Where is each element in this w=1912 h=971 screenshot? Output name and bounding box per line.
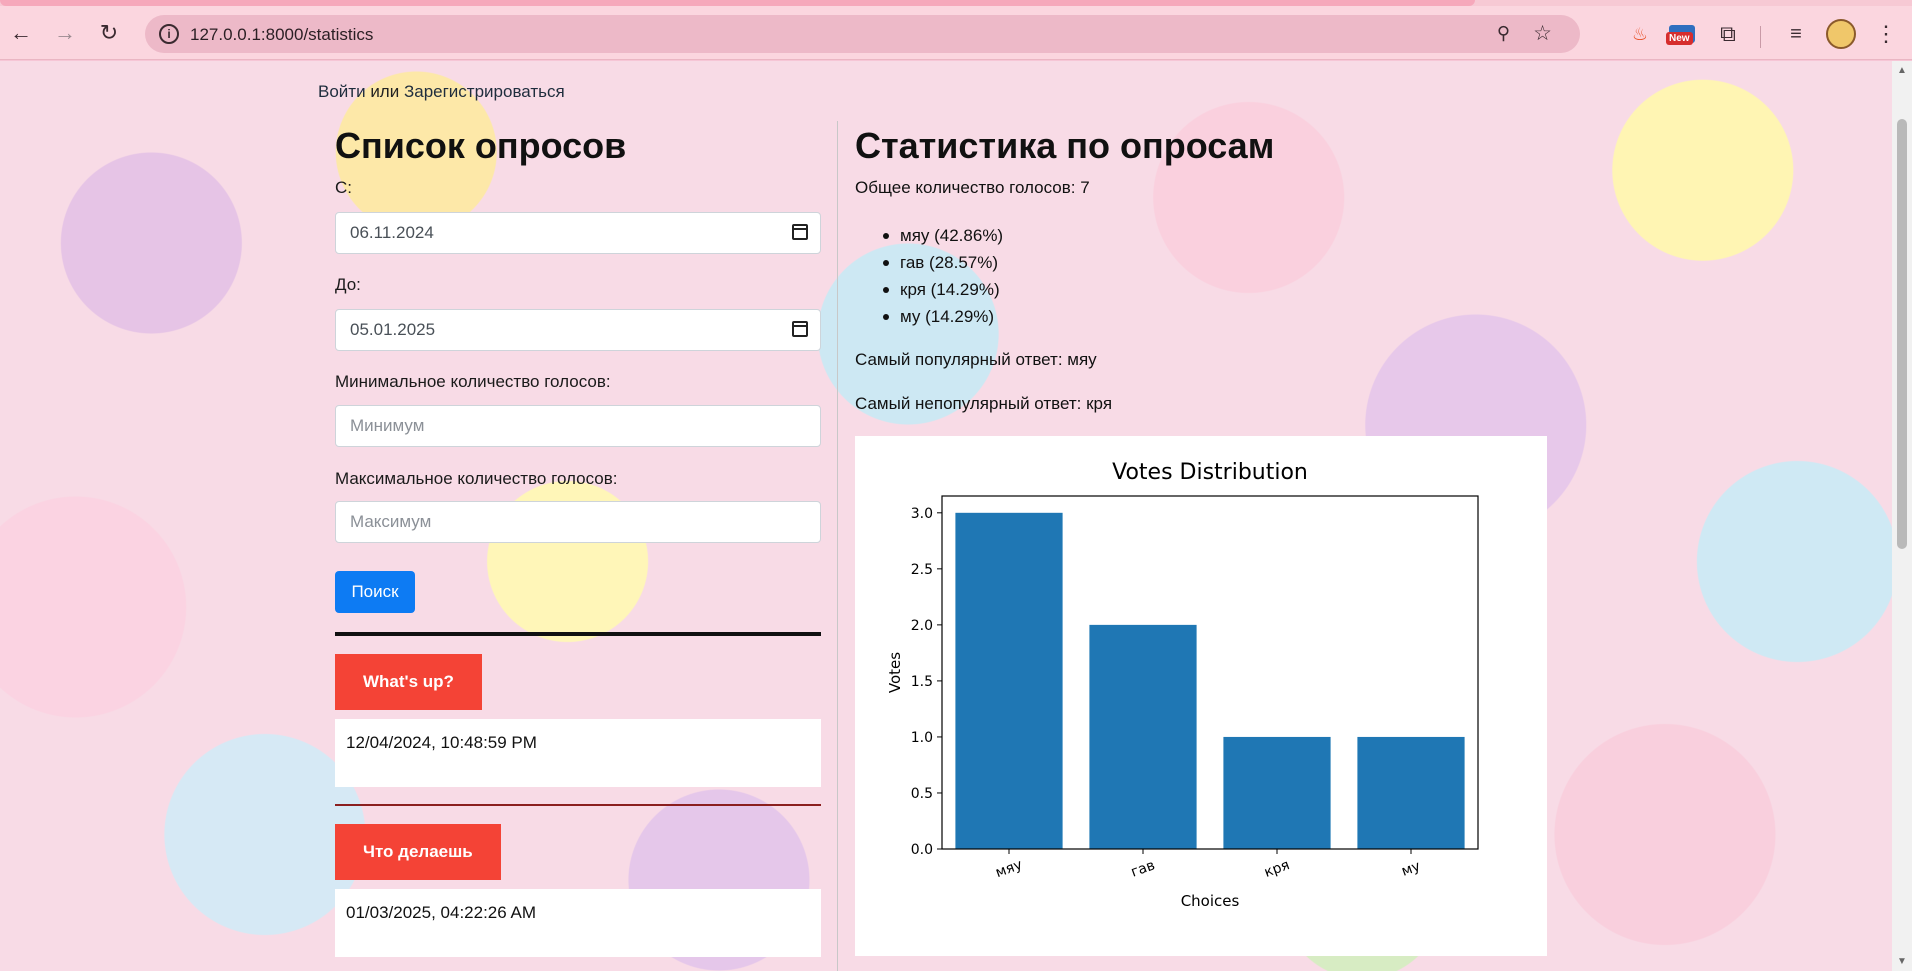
plot-frame [941,495,1479,850]
back-icon[interactable]: ← [10,20,32,45]
total-votes: Общее количество голосов: 7 [855,178,1090,197]
min-votes-input[interactable]: Минимум [335,405,821,447]
max-votes-placeholder: Максимум [350,512,432,531]
browser-toolbar: ← → ↻ i 127.0.0.1:8000/statistics ⚲ ☆ ♨ … [0,6,1912,60]
chart-bar [955,512,1063,849]
media-queue-icon[interactable]: ≡ [1790,22,1802,45]
new-badge: New [1666,32,1693,45]
bookmark-star-icon[interactable]: ☆ [1533,22,1552,45]
y-tick-label: 3.0 [911,506,933,522]
poll-title-button[interactable]: What's up? [335,654,482,710]
site-info-icon[interactable]: i [159,24,179,44]
y-tick-label: 1.5 [911,674,933,690]
section-divider [335,632,821,636]
auth-links: Войти или Зарегистрироваться [318,82,565,102]
y-tick-label: 2.0 [911,618,933,634]
y-tick-label: 0.0 [911,842,933,858]
or-text: или [370,82,400,101]
scroll-up-icon[interactable]: ▲ [1897,65,1907,76]
x-tick-label: гав [1129,857,1157,880]
votes-chart: Votes Distribution мяу гав кря му 0.0 0.5 1.0 1.… [855,436,1547,956]
url-text[interactable]: 127.0.0.1:8000/statistics [190,25,374,44]
x-axis-label: Choices [1181,892,1240,910]
chart-bar [1357,736,1465,849]
max-votes-label: Максимальное количество голосов: [335,469,618,488]
poll-card: 01/03/2025, 04:22:26 AM [335,889,821,957]
register-link[interactable]: Зарегистрироваться [403,82,565,101]
scroll-down-icon[interactable]: ▼ [1897,956,1907,967]
chart-title: Votes Distribution [1112,460,1308,485]
scrollbar[interactable]: ▲ ▼ [1892,61,1912,971]
polls-list-title: Список опросов [335,125,627,166]
kebab-menu-icon[interactable]: ⋮ [1875,21,1897,46]
list-item: му (14.29%) [880,303,1003,330]
tab-strip [0,0,1912,6]
extensions-puzzle-icon[interactable]: ⧉ [1720,21,1736,46]
chart-bar [1089,624,1197,849]
forward-icon[interactable]: → [54,20,76,45]
page-viewport: ▔ Войти или Зарегистрироваться Список оп… [0,61,1892,971]
site-title-cropped: ▔ [336,101,361,111]
toolbar-divider [1760,26,1761,48]
stats-title: Статистика по опросам [855,125,1275,166]
profile-avatar[interactable] [1826,19,1856,49]
min-votes-placeholder: Минимум [350,416,425,435]
y-tick-label: 1.0 [911,730,933,746]
address-bar[interactable]: i 127.0.0.1:8000/statistics ⚲ ☆ [145,15,1580,53]
list-item: мяу (42.86%) [880,222,1003,249]
x-tick-label: кря [1262,857,1292,881]
from-date-input[interactable]: 06.11.2024 [335,212,821,254]
list-item: гав (28.57%) [880,249,1003,276]
least-popular-answer: Самый непопулярный ответ: кря [855,394,1113,413]
poll-date: 01/03/2025, 04:22:26 AM [346,903,536,922]
calendar-icon[interactable] [792,321,808,337]
scrollbar-thumb[interactable] [1897,119,1907,549]
chart-bar [1223,736,1331,849]
max-votes-input[interactable]: Максимум [335,501,821,543]
to-label: До: [335,275,361,294]
from-date-value: 06.11.2024 [350,223,434,242]
active-tab[interactable] [0,0,1475,6]
zoom-icon[interactable]: ⚲ [1496,23,1510,43]
y-axis-label: Votes [886,652,904,693]
to-date-value: 05.01.2025 [350,320,436,339]
poll-card: 12/04/2024, 10:48:59 PM [335,719,821,787]
min-votes-label: Минимальное количество голосов: [335,372,611,391]
fire-extension-icon[interactable]: ♨ [1631,23,1649,44]
calendar-icon[interactable] [792,224,808,240]
new-extension-icon[interactable]: New [1666,20,1696,48]
choice-percent-list: мяу (42.86%) гав (28.57%) кря (14.29%) м… [880,222,1003,330]
to-date-input[interactable]: 05.01.2025 [335,309,821,351]
poll-title-button[interactable]: Что делаешь [335,824,501,880]
login-link[interactable]: Войти [318,82,366,101]
y-tick-label: 0.5 [911,786,933,802]
poll-date: 12/04/2024, 10:48:59 PM [346,733,537,752]
x-tick-label: мяу [993,857,1024,881]
search-button[interactable]: Поиск [335,571,415,613]
reload-icon[interactable]: ↻ [99,20,119,45]
from-label: С: [335,178,352,197]
votes-chart-svg: Votes Distribution мяу гав кря му 0.0 0.5 1.0 1.… [886,460,1479,910]
list-item: кря (14.29%) [880,276,1003,303]
y-tick-label: 2.5 [911,562,933,578]
column-divider [837,121,838,971]
x-tick-label: му [1399,858,1422,879]
most-popular-answer: Самый популярный ответ: мяу [855,350,1097,369]
poll-divider [335,804,821,806]
